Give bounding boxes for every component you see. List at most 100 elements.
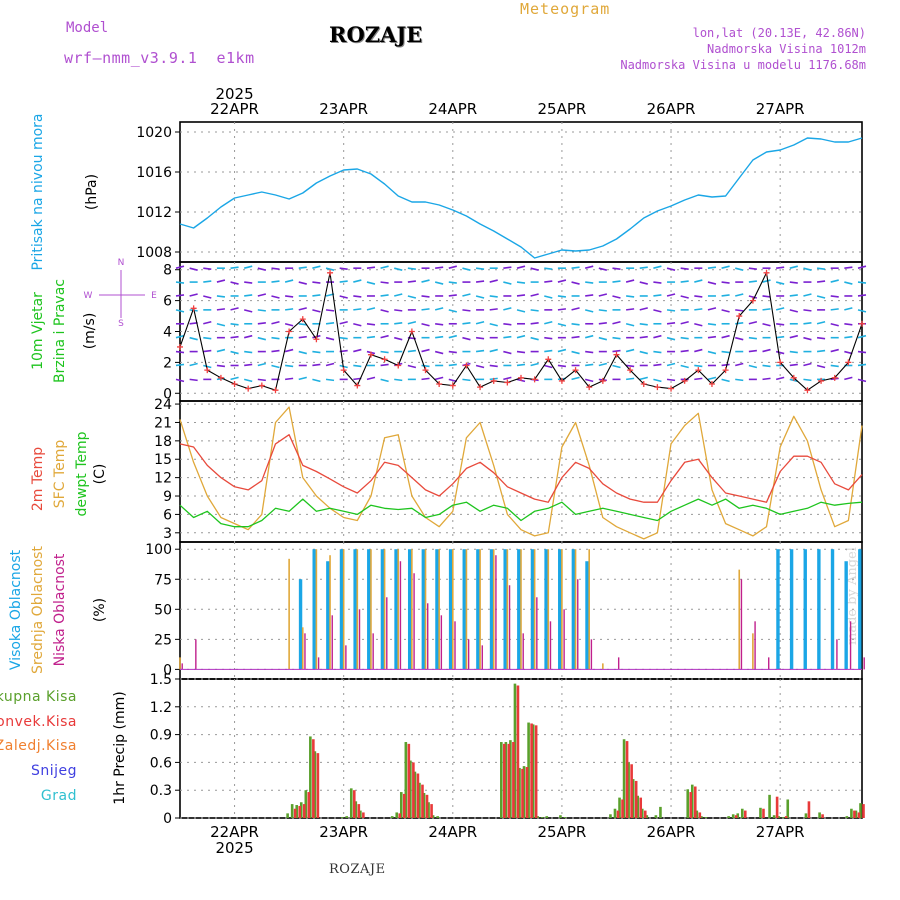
wind-speed-marker [231, 381, 238, 388]
precip-total-bar [854, 810, 858, 818]
precip-conv-bar [430, 804, 433, 818]
wind-barb [653, 265, 662, 269]
precip-conv-bar [762, 808, 765, 818]
wind-barb [421, 348, 430, 353]
wind-barb [694, 377, 703, 381]
wind-speed-marker [831, 374, 838, 381]
wind-barb [394, 267, 403, 271]
cloud-bar [317, 657, 320, 670]
wind-barb [503, 307, 512, 311]
cloud-bar [561, 549, 563, 670]
precip-total-bar [313, 751, 317, 818]
wind-barb [776, 266, 785, 269]
wind-barb [175, 378, 185, 383]
cloud-bar [394, 549, 398, 670]
wind-barb [244, 265, 253, 269]
wind-barb [625, 279, 635, 283]
wind-barb [516, 281, 526, 284]
cloud-bar [356, 549, 359, 670]
wind-barb [230, 266, 239, 269]
precip-conv-bar [616, 810, 620, 818]
wind-barb [666, 378, 676, 382]
wind-barb [503, 322, 512, 326]
wind-barb [775, 281, 785, 285]
wind-barb [789, 281, 798, 284]
wind-speed-marker [327, 269, 334, 276]
precip-legend-item: Grad [41, 788, 77, 804]
wind-barb [585, 378, 594, 383]
wind-barb [271, 336, 280, 340]
precip-total-bar [563, 817, 567, 818]
wind-barb [380, 265, 389, 269]
precip-total-bar [731, 814, 735, 818]
wind-barb [462, 336, 471, 341]
precip-total-bar [395, 812, 399, 818]
precip-conv-bar [698, 812, 702, 818]
y-tick-label: 50 [154, 602, 172, 618]
cloud-bar [836, 639, 838, 670]
precip-total-bar [759, 807, 762, 818]
wind-barb [175, 281, 185, 284]
wind-barb [571, 350, 580, 355]
x-year-label-top: 2025 [215, 85, 253, 103]
x-day-label-top: 23APR [319, 100, 368, 118]
wind-barb-row [175, 307, 867, 313]
wind-barb [544, 349, 553, 353]
cloud-bar [817, 549, 821, 670]
precip-total-bar [513, 683, 517, 818]
wind-barb [625, 348, 635, 353]
wind-barb [748, 280, 757, 283]
wind-barb [530, 267, 539, 271]
wind-barb [748, 364, 758, 369]
altitude-label: Nadmorska Visina 1012m [707, 42, 866, 56]
wind-barb [489, 308, 498, 311]
cloud-axis-label-high: Visoka Oblacnost [8, 549, 24, 670]
wind-speed-marker [449, 382, 456, 389]
wind-barb [544, 364, 553, 369]
precip-conv-bar [352, 790, 356, 818]
wind-barb [503, 281, 512, 285]
precip-total-bar [631, 779, 635, 818]
precip-total-bar [700, 816, 703, 818]
wind-barb [421, 323, 430, 327]
wind-barb [394, 293, 403, 297]
wind-speed-marker [599, 377, 606, 384]
wind-barb [721, 265, 730, 269]
wind-barb [284, 348, 294, 353]
precip-total-bar [695, 810, 699, 818]
wind-speed-marker [790, 374, 797, 381]
cloud-bar [492, 549, 495, 670]
wind-barb [475, 295, 485, 299]
wind-barb [298, 335, 307, 339]
precip-total-bar [431, 815, 435, 818]
precip-total-bar [609, 814, 612, 818]
wind-speed-marker [777, 359, 784, 366]
wind-barb [830, 279, 839, 283]
wind-barb [462, 293, 471, 297]
precip-conv-bar [398, 813, 402, 818]
sfc-temp-line [179, 406, 863, 540]
cloud-bar [326, 561, 330, 670]
precip-legend-item: Ukupna Kisa [0, 689, 77, 705]
wind-barb-row [176, 321, 866, 327]
precip-conv-bar [643, 810, 647, 818]
wind-barb [626, 377, 635, 381]
wind-barb [407, 349, 416, 353]
wind-barb [203, 295, 212, 299]
precip-total-bar [654, 815, 658, 818]
y-tick-label: 75 [154, 572, 172, 588]
wind-barb [489, 348, 498, 353]
wind-barb [475, 280, 485, 283]
wind-barb [680, 349, 689, 353]
precip-conv-bar [734, 815, 738, 818]
wind-barb [735, 293, 744, 297]
precip-total-bar [427, 802, 430, 818]
cloud-bar [465, 549, 468, 670]
wind-barb [380, 378, 389, 383]
wind-barb [735, 309, 744, 312]
y-tick-label: 1020 [136, 125, 172, 141]
precip-conv-bar [298, 805, 302, 818]
wind-barb [271, 349, 280, 353]
wind-barb [244, 363, 253, 367]
wind-barb [612, 364, 621, 369]
